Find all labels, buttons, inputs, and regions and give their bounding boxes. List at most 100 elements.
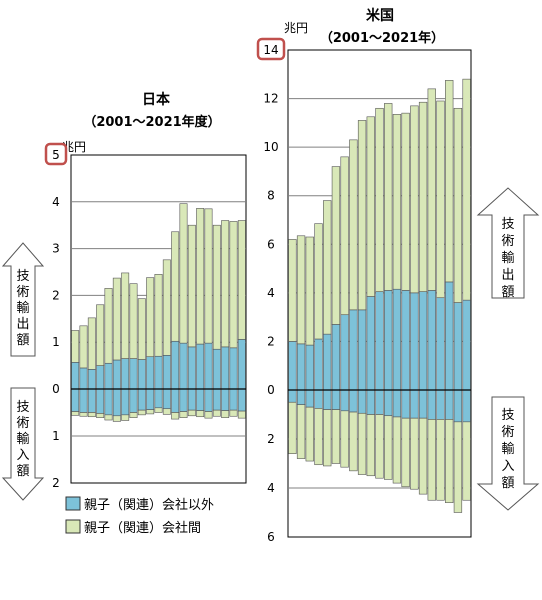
us-y-tick-label: 6 [267,530,275,544]
us-bar-export-excluded [314,338,323,391]
jp-bar-export-related [221,220,230,348]
us-bar-export-excluded [323,333,332,391]
us-bar-export-excluded [453,302,463,391]
us-bar-import-excluded [340,389,349,412]
jp-max-tick-highlight [44,142,68,166]
jp-bar-export-related [121,272,130,359]
us-bar-export-related [410,105,419,294]
us-y-axis-ticks: 14 12 10 8 6 4 2 0 2 4 6 [256,37,286,544]
jp-bar-import-related [212,409,221,417]
us-bar-import-excluded [392,389,402,418]
us-bar-export-related [384,103,393,291]
jp-y-tick-label: 1 [52,429,60,443]
us-bar-export-related [427,88,436,291]
jp-bar-export-excluded [171,340,180,390]
us-bar-import-excluded [288,389,297,403]
jp-bar-export-excluded [79,367,88,390]
jp-bar-import-excluded [146,388,155,410]
us-bar-import-excluded [305,389,314,408]
us-bar-import-excluded [357,389,367,414]
jp-bar-import-related [104,414,113,421]
jp-bar-export-related [104,288,113,364]
us-import-arrow: 技術輸入額 [476,396,540,511]
jp-bar-export-related [112,277,121,361]
jp-bar-export-related [96,304,105,366]
us-bar-export-excluded [418,291,428,391]
jp-bar-import-related [179,411,188,418]
jp-bar-import-excluded [129,388,138,413]
jp-bar-import-related [71,411,80,416]
jp-bar-import-excluded [96,388,105,414]
jp-bar-export-excluded [71,362,80,390]
us-y-tick-label: 2 [267,334,275,348]
us-bar-import-related [462,421,471,501]
legend-label-related: 親子（関連）会社間 [84,520,201,536]
jp-bar-import-related [196,410,205,418]
jp-import-arrow: 技術輸入額 [1,387,45,501]
us-bar-export-related [331,166,341,325]
us-bar-import-related [331,409,341,464]
us-bar-import-related [305,406,314,462]
us-bar-export-related [357,120,367,311]
us-bar-export-excluded [462,299,471,391]
jp-export-arrow: 技術輸出額 [1,242,45,357]
us-bar-export-related [453,107,463,303]
jp-bar-export-excluded [221,346,230,390]
jp-y-axis-ticks: 5 4 3 2 1 0 1 2 [44,142,68,490]
us-bar-import-excluded [436,389,445,420]
jp-bar-import-related [87,412,96,418]
us-bar-import-related [366,414,375,477]
jp-bar-import-excluded [79,388,88,413]
us-bar-import-excluded [331,389,341,410]
us-bar-export-related [366,116,375,297]
us-bar-import-related [314,408,323,466]
jp-y-tick-label: 4 [52,195,60,209]
us-bar-export-excluded [392,288,402,391]
us-bar-import-excluded [314,389,323,409]
jp-y-tick-label: 2 [52,476,60,490]
us-export-arrow: 技術輸出額 [476,187,540,300]
jp-bar-export-related [187,224,196,348]
jp-bar-export-related [146,277,155,358]
jp-chart-subtitle: （2001～2021年度） [83,114,220,130]
jp-bar-export-excluded [112,359,121,390]
jp-bar-import-excluded [171,388,180,413]
jp-bar-export-related [237,220,246,340]
us-bar-export-related [314,223,323,340]
us-bar-export-excluded [331,324,341,391]
us-bar-export-related [349,139,358,311]
us-unit-label: 兆円 [284,21,308,35]
us-y-tick-label: 10 [263,140,278,154]
us-bar-import-excluded [453,389,463,423]
jp-bar-import-related [154,407,163,413]
jp-unit-label: 兆円 [62,140,86,154]
us-bar-export-excluded [340,314,349,391]
us-bar-export-excluded [375,291,384,391]
us-bar-export-excluded [288,341,297,391]
jp-bar-export-related [87,317,96,370]
us-y-tick-label: 4 [267,286,275,300]
jp-bar-import-related [129,412,138,418]
jp-bar-export-excluded [179,342,188,390]
jp-bar-import-related [162,408,171,415]
us-y-tick-label: 0 [267,383,275,397]
jp-chart-title: 日本 [142,91,171,108]
jp-bar-export-related [129,283,138,359]
us-bar-import-related [340,410,349,468]
jp-bar-import-related [204,411,213,419]
jp-bar-export-excluded [196,343,205,390]
jp-bar-import-related [137,409,146,416]
us-bar-import-related [349,411,358,472]
jp-bar-export-excluded [204,342,213,390]
us-bar-export-related [445,80,454,283]
us-bar-export-related [436,100,445,299]
us-bar-export-excluded [357,309,367,391]
jp-bar-export-related [204,208,213,344]
us-y-tick-label: 4 [267,481,275,495]
us-y-tick-label: 2 [267,432,275,446]
jp-y-tick-label: 0 [52,382,60,396]
jp-bar-import-excluded [104,388,113,416]
us-bar-import-related [357,412,367,475]
us-bar-import-related [453,421,463,513]
